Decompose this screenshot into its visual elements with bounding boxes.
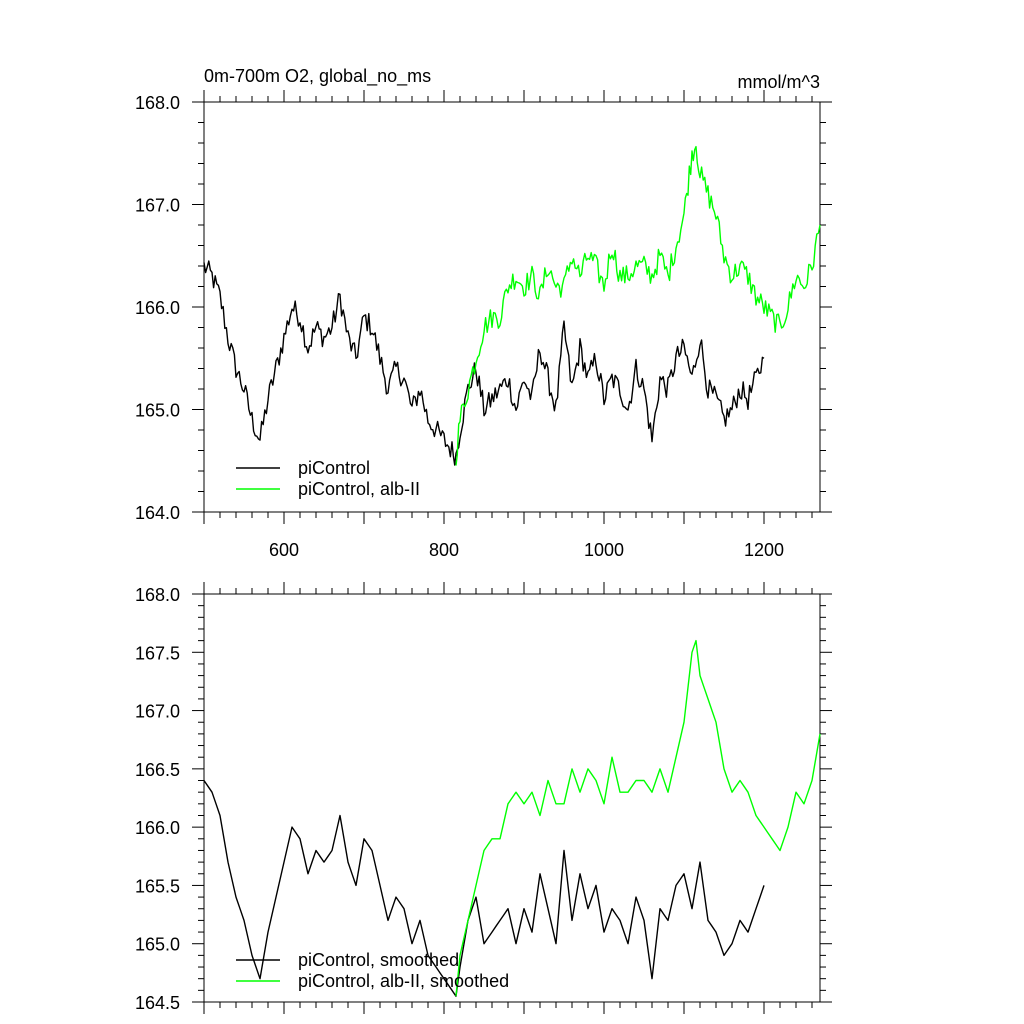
y-tick-label: 165.5 xyxy=(135,876,180,896)
x-tick-label: 600 xyxy=(269,540,299,560)
y-tick-label: 167.0 xyxy=(135,196,180,216)
y-tick-label: 166.5 xyxy=(135,760,180,780)
y-tick-label: 165.0 xyxy=(135,401,180,421)
units-label: mmol/m^3 xyxy=(738,72,820,92)
x-tick-label: 800 xyxy=(429,540,459,560)
chart-title: 0m-700m O2, global_no_ms xyxy=(204,66,431,87)
series-line-picontrol-smoothed xyxy=(203,780,765,997)
x-tick-label: 1200 xyxy=(744,540,784,560)
series-line-picontrol-alb-ii-smoothed xyxy=(455,639,821,997)
legend-label: piControl, smoothed xyxy=(298,950,459,970)
y-tick-label: 166.0 xyxy=(135,298,180,318)
y-tick-label: 168.0 xyxy=(135,585,180,605)
y-tick-label: 164.0 xyxy=(135,503,180,523)
x-tick-label: 1000 xyxy=(584,540,624,560)
plot-frame xyxy=(203,593,821,1003)
y-tick-label: 166.0 xyxy=(135,818,180,838)
legend-label: piControl, alb-II xyxy=(298,479,420,499)
legend-label: piControl, alb-II, smoothed xyxy=(298,971,509,991)
bottom-panel: 164.5 165.0 165.5 166.0 166.5 167.0 167.5 168.0… xyxy=(135,582,832,1014)
series-line-picontrol xyxy=(203,260,765,466)
y-tick-label: 164.5 xyxy=(135,993,180,1013)
y-tick-label: 165.0 xyxy=(135,935,180,955)
y-tick-label: 168.0 xyxy=(135,93,180,113)
y-tick-label: 167.5 xyxy=(135,643,180,663)
series-line-picontrol-alb-ii xyxy=(455,145,821,466)
y-tick-label: 167.0 xyxy=(135,702,180,722)
top-panel: 0m-700m O2, global_no_ms mmol/m^3 600 800 10… xyxy=(135,66,832,560)
legend-label: piControl xyxy=(298,458,370,478)
